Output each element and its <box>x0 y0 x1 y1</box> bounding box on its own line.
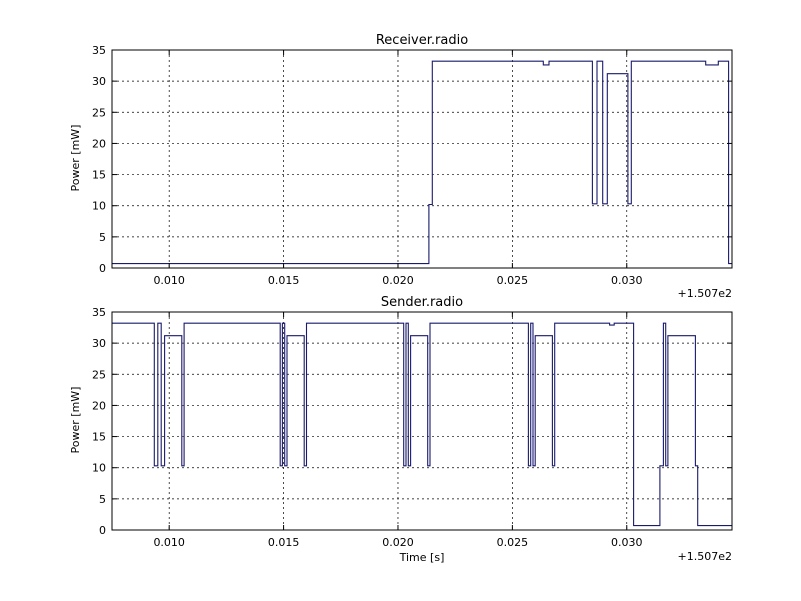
y-tick-label: 30 <box>92 75 106 88</box>
y-tick-label: 25 <box>92 368 106 381</box>
y-tick-label: 25 <box>92 106 106 119</box>
y-tick-label: 20 <box>92 399 106 412</box>
x-axis-label: Time [s] <box>399 551 445 564</box>
y-tick-label: 35 <box>92 306 106 319</box>
x-tick-label: 0.025 <box>497 536 529 549</box>
series-line <box>112 60 732 265</box>
series-line <box>112 322 732 527</box>
subplot-title: Receiver.radio <box>376 33 468 48</box>
y-tick-label: 5 <box>99 493 106 506</box>
x-tick-label: 0.010 <box>153 274 185 287</box>
y-tick-label: 15 <box>92 431 106 444</box>
receiver-radio-subplot: Receiver.radio Power [mW] +1.507e2 0.010… <box>69 33 733 300</box>
x-tick-label: 0.010 <box>153 536 185 549</box>
x-tick-label: 0.030 <box>611 536 643 549</box>
y-tick-label: 15 <box>92 169 106 182</box>
y-tick-label: 5 <box>99 231 106 244</box>
sender-radio-subplot: Sender.radio Power [mW] Time [s] +1.507e… <box>69 295 733 564</box>
y-axis-label: Power [mW] <box>69 387 82 454</box>
y-tick-label: 30 <box>92 337 106 350</box>
y-tick-label: 0 <box>99 262 106 275</box>
y-tick-label: 20 <box>92 137 106 150</box>
plot-area <box>112 312 732 530</box>
x-offset-label: +1.507e2 <box>678 550 732 563</box>
x-offset-label: +1.507e2 <box>678 287 732 300</box>
axes-frame <box>111 49 733 269</box>
x-tick-label: 0.020 <box>382 274 414 287</box>
y-tick-label: 10 <box>92 462 106 475</box>
plot-area <box>112 50 732 268</box>
subplot-title: Sender.radio <box>381 295 463 310</box>
y-axis-label: Power [mW] <box>69 125 82 192</box>
axes-frame <box>111 311 733 531</box>
x-tick-label: 0.025 <box>497 274 529 287</box>
y-tick-label: 0 <box>99 524 106 537</box>
x-tick-label: 0.015 <box>268 274 300 287</box>
x-tick-label: 0.020 <box>382 536 414 549</box>
x-tick-label: 0.015 <box>268 536 300 549</box>
y-tick-label: 10 <box>92 200 106 213</box>
y-tick-label: 35 <box>92 44 106 57</box>
x-tick-label: 0.030 <box>611 274 643 287</box>
